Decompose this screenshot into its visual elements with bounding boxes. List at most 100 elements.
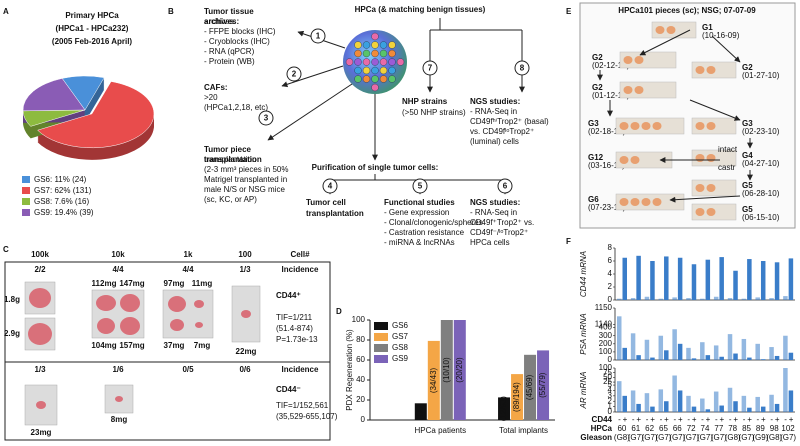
tumor-photo: [695, 208, 705, 216]
bar: [700, 398, 705, 412]
cd44-sign: +: [636, 415, 641, 424]
legend-label: GS7: [392, 332, 409, 341]
tumor-photo: [168, 296, 186, 312]
bar: [644, 393, 650, 412]
y-tick-label: 0: [608, 295, 613, 304]
step-number: 3: [264, 114, 269, 123]
tumor-cell: [388, 58, 396, 66]
bar: [511, 374, 524, 420]
gleason: (G7): [642, 433, 658, 442]
ngs-text: (luminal) cells: [470, 137, 519, 146]
panel-label: C: [3, 245, 9, 254]
node-name: G2: [592, 83, 603, 92]
piece-text: Matrigel transplanted in: [204, 175, 287, 184]
y-tick-label: 25: [603, 377, 612, 386]
weight: 23mg: [31, 428, 52, 437]
ngs-text: - RNA-Seq in: [470, 208, 517, 217]
y-tick-label: 1: [608, 402, 613, 411]
step-circle: [322, 178, 338, 194]
node-date: (10-16-09): [702, 31, 740, 40]
tumor-photo: [194, 300, 204, 308]
step-number: 7: [428, 64, 433, 73]
cd44-sign: +: [720, 415, 725, 424]
tumor-photo: [652, 198, 662, 206]
tumor-photo: [623, 56, 633, 64]
tumor-photo: [695, 184, 705, 192]
tumor-photo: [29, 288, 51, 308]
tumor-cell: [388, 75, 396, 83]
node-name: G6: [588, 195, 599, 204]
bar: [788, 258, 794, 300]
tumor-cell: [379, 66, 388, 75]
tumor-photo: [195, 322, 203, 328]
weight: 157mg: [119, 341, 144, 350]
bar: [747, 259, 752, 300]
bar: [769, 394, 774, 412]
y-tick-label: 300: [599, 331, 613, 340]
bar: [727, 334, 733, 360]
cd44-sign: +: [747, 415, 752, 424]
tumor-photo: [619, 122, 629, 130]
step-number: 2: [292, 70, 297, 79]
cd44-sign: +: [678, 415, 683, 424]
nhp-text: (>50 NHP strains): [402, 108, 466, 117]
bar: [705, 259, 711, 300]
hpca-id: 77: [714, 424, 723, 433]
gleason: (G7): [739, 433, 755, 442]
step-circle: [497, 178, 513, 194]
gleason: (G7): [780, 433, 796, 442]
y-tick-label: 2: [608, 282, 613, 291]
hpca-id: 65: [659, 424, 668, 433]
gleason: (G9): [752, 433, 768, 442]
node-name: G2: [742, 63, 753, 72]
bar: [705, 355, 711, 360]
gleason: (G7): [697, 433, 713, 442]
column-header: 1k: [184, 250, 193, 259]
ngs-text: NGS studies:: [470, 97, 520, 106]
hpca-id: 78: [728, 424, 737, 433]
legend-label: GS8: [392, 343, 409, 352]
passage-arrow: [669, 195, 741, 203]
bar: [755, 297, 760, 300]
bar: [741, 338, 747, 360]
bar: [650, 406, 655, 412]
gleason: (G7): [655, 433, 671, 442]
bar: [650, 261, 655, 300]
y-tick-label: 20: [356, 395, 365, 404]
y-axis-label: PSA mRNA: [579, 313, 588, 355]
bar: [741, 298, 747, 300]
cd44-sign: -: [743, 415, 746, 424]
bar: [733, 401, 738, 412]
y-tick-label: 1150: [595, 303, 613, 312]
tif-text: (51.4-874): [276, 324, 313, 333]
bar: [686, 347, 691, 360]
hpca-id: 66: [673, 424, 682, 433]
bar: [741, 395, 747, 412]
tumor-cell: [371, 58, 379, 66]
y-tick-label: 100: [599, 347, 613, 356]
legend-label: GS6: 11% (24): [34, 175, 87, 184]
x-tick-label: HPCa patients: [415, 426, 467, 435]
bar: [774, 355, 780, 360]
bar: [747, 407, 752, 412]
step-circle: [310, 28, 326, 44]
bar: [733, 270, 738, 300]
tumor-photo: [170, 319, 184, 331]
cd44-sign: -: [632, 415, 635, 424]
bar: [664, 350, 669, 360]
bar: [644, 296, 650, 300]
tumor-photo: [695, 122, 705, 130]
bar: [774, 403, 780, 412]
node-date: (06-15-10): [742, 213, 780, 222]
pie-title: Primary HPCa: [65, 11, 119, 20]
tumor-photo: [623, 86, 633, 94]
bar: [622, 347, 627, 360]
weight: 147mg: [119, 279, 144, 288]
row-label: HPCa: [591, 424, 613, 433]
functional-text: - Clonal/clonogenic/spheres: [384, 218, 483, 227]
tumor-photo: [706, 122, 716, 130]
piece-text: transplantation: [204, 155, 262, 164]
archives-text: archives:: [204, 17, 236, 26]
y-tick-label: 100: [352, 315, 366, 324]
cd44-sign: +: [761, 415, 766, 424]
